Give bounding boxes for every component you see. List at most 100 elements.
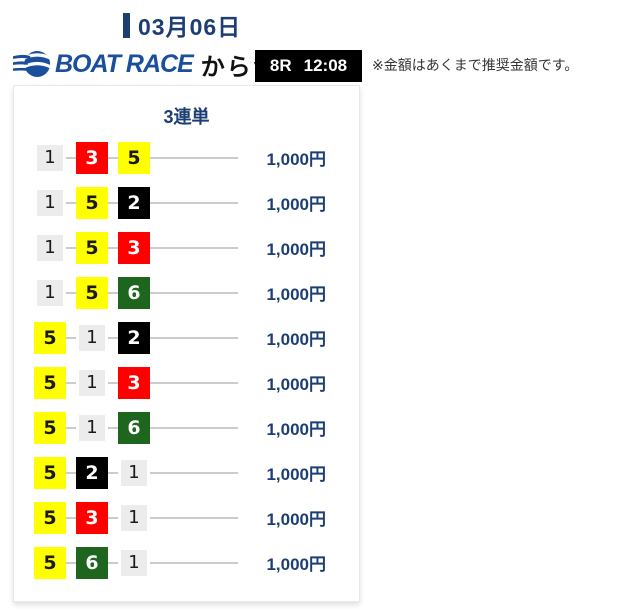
bet-row: 5 2 1 1,000円 xyxy=(14,450,359,495)
pick-slot: 1 xyxy=(34,225,66,270)
date-accent-bar xyxy=(123,12,130,38)
pick-slot: 5 xyxy=(34,495,66,540)
pick-box-3: 1 xyxy=(121,549,147,576)
connector-line xyxy=(66,381,76,384)
pick-slot: 3 xyxy=(118,360,150,405)
pick-slot: 1 xyxy=(118,540,150,585)
connector-line xyxy=(108,471,118,474)
long-connector-line xyxy=(150,516,238,519)
long-connector-line xyxy=(150,471,238,474)
pick-box-2: 1 xyxy=(79,414,105,441)
bet-amount: 1,000円 xyxy=(266,375,326,394)
pick-box-3: 2 xyxy=(118,321,150,354)
bet-row: 1 3 5 1,000円 xyxy=(14,135,359,180)
boatrace-logo-text: BOAT RACE xyxy=(55,49,194,78)
bet-amount: 1,000円 xyxy=(266,465,326,484)
pick-slot: 1 xyxy=(118,450,150,495)
long-connector-line xyxy=(150,246,238,249)
pick-slot: 3 xyxy=(76,495,108,540)
pick-box-1: 5 xyxy=(34,411,66,444)
pick-box-2: 3 xyxy=(76,501,108,534)
long-connector-line xyxy=(150,291,238,294)
pick-slot: 2 xyxy=(76,450,108,495)
pick-slot: 5 xyxy=(76,225,108,270)
boatrace-logo-icon xyxy=(13,48,51,80)
bet-row: 5 3 1 1,000円 xyxy=(14,495,359,540)
pick-box-2: 3 xyxy=(76,141,108,174)
pick-slot: 1 xyxy=(76,315,108,360)
connector-line xyxy=(66,336,76,339)
pick-box-1: 1 xyxy=(37,234,63,261)
connector-line xyxy=(66,561,76,564)
bet-row: 1 5 2 1,000円 xyxy=(14,180,359,225)
pick-slot: 6 xyxy=(118,405,150,450)
pick-box-2: 5 xyxy=(76,231,108,264)
bet-row: 1 5 6 1,000円 xyxy=(14,270,359,315)
bet-amount: 1,000円 xyxy=(266,330,326,349)
connector-line xyxy=(108,336,118,339)
race-time: 12:08 xyxy=(303,56,348,75)
connector-line xyxy=(66,201,76,204)
pick-box-1: 5 xyxy=(34,366,66,399)
connector-line xyxy=(66,246,76,249)
pick-slot: 5 xyxy=(76,180,108,225)
pick-box-1: 1 xyxy=(37,144,63,171)
race-number: 8R xyxy=(269,56,292,75)
pick-slot: 1 xyxy=(118,495,150,540)
pick-box-2: 5 xyxy=(76,186,108,219)
date-header: 03月06日 xyxy=(123,8,241,42)
pick-slot: 2 xyxy=(118,315,150,360)
long-connector-line xyxy=(150,426,238,429)
pick-slot: 5 xyxy=(34,540,66,585)
long-connector-line xyxy=(150,156,238,159)
connector-line xyxy=(108,561,118,564)
bet-amount: 1,000円 xyxy=(266,195,326,214)
pick-box-1: 5 xyxy=(34,456,66,489)
pick-box-3: 3 xyxy=(118,366,150,399)
connector-line xyxy=(108,246,118,249)
pick-box-2: 6 xyxy=(76,546,108,579)
bet-row: 5 1 3 1,000円 xyxy=(14,360,359,405)
date-label: 03月06日 xyxy=(138,14,242,40)
bet-amount: 1,000円 xyxy=(266,240,326,259)
pick-slot: 1 xyxy=(76,405,108,450)
pick-slot: 1 xyxy=(34,270,66,315)
bet-amount: 1,000円 xyxy=(266,555,326,574)
connector-line xyxy=(108,291,118,294)
long-connector-line xyxy=(150,201,238,204)
pick-slot: 6 xyxy=(76,540,108,585)
bet-rows: 1 3 5 1,000円 1 5 2 1,000円 1 5 xyxy=(14,135,359,585)
pick-box-2: 1 xyxy=(79,369,105,396)
pick-box-2: 2 xyxy=(76,456,108,489)
connector-line xyxy=(108,381,118,384)
bet-card: 3連単 1 3 5 1,000円 1 5 2 1,000円 1 xyxy=(13,85,360,602)
bet-amount: 1,000円 xyxy=(266,420,326,439)
pick-box-1: 5 xyxy=(34,546,66,579)
bet-type-title: 3連単 xyxy=(163,107,210,127)
pick-box-3: 2 xyxy=(118,186,150,219)
pick-box-3: 1 xyxy=(121,504,147,531)
pick-box-1: 1 xyxy=(37,189,63,216)
pick-box-3: 5 xyxy=(118,141,150,174)
pick-box-3: 6 xyxy=(118,276,150,309)
bet-row: 1 5 3 1,000円 xyxy=(14,225,359,270)
brand-header: BOAT RACE からつ xyxy=(13,47,279,81)
bet-amount: 1,000円 xyxy=(266,510,326,529)
pick-slot: 6 xyxy=(118,270,150,315)
long-connector-line xyxy=(150,336,238,339)
pick-box-1: 5 xyxy=(34,321,66,354)
connector-line xyxy=(66,156,76,159)
pick-slot: 1 xyxy=(76,360,108,405)
pick-box-2: 5 xyxy=(76,276,108,309)
pick-slot: 3 xyxy=(118,225,150,270)
pick-box-2: 1 xyxy=(79,324,105,351)
pick-slot: 5 xyxy=(34,405,66,450)
pick-box-3: 1 xyxy=(121,459,147,486)
pick-slot: 5 xyxy=(34,450,66,495)
pick-box-1: 1 xyxy=(37,279,63,306)
long-connector-line xyxy=(150,561,238,564)
pick-slot: 5 xyxy=(34,315,66,360)
connector-line xyxy=(108,201,118,204)
pick-box-3: 6 xyxy=(118,411,150,444)
